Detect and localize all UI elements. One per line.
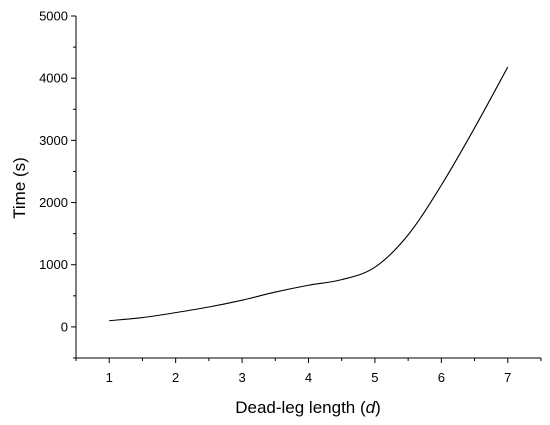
y-tick-label: 2000	[39, 195, 68, 210]
x-axis-title-main: Dead-leg length (	[235, 398, 366, 417]
x-axis-title-variable: d	[366, 398, 376, 417]
x-tick-label: 7	[504, 370, 511, 385]
series-line	[109, 66, 509, 322]
y-tick-label: 0	[61, 319, 68, 334]
axes	[75, 16, 541, 359]
y-axis-title: Time (s)	[10, 157, 29, 219]
y-tick-label: 5000	[39, 9, 68, 24]
x-tick-label: 6	[438, 370, 445, 385]
y-tick-label: 1000	[39, 257, 68, 272]
x-tick-label: 2	[172, 370, 179, 385]
x-tick-label: 1	[106, 370, 113, 385]
x-tick-label: 5	[371, 370, 378, 385]
x-axis-title: Dead-leg length (d)	[235, 398, 381, 417]
ticks: 0 1000 2000 3000 4000 5000 1 2 3 4 5 6 7	[39, 9, 542, 385]
x-tick-label: 4	[305, 370, 312, 385]
y-tick-label: 3000	[39, 133, 68, 148]
x-axis-title-close: )	[375, 398, 381, 417]
x-tick-label: 3	[238, 370, 245, 385]
series	[109, 66, 509, 322]
y-tick-label: 4000	[39, 71, 68, 86]
